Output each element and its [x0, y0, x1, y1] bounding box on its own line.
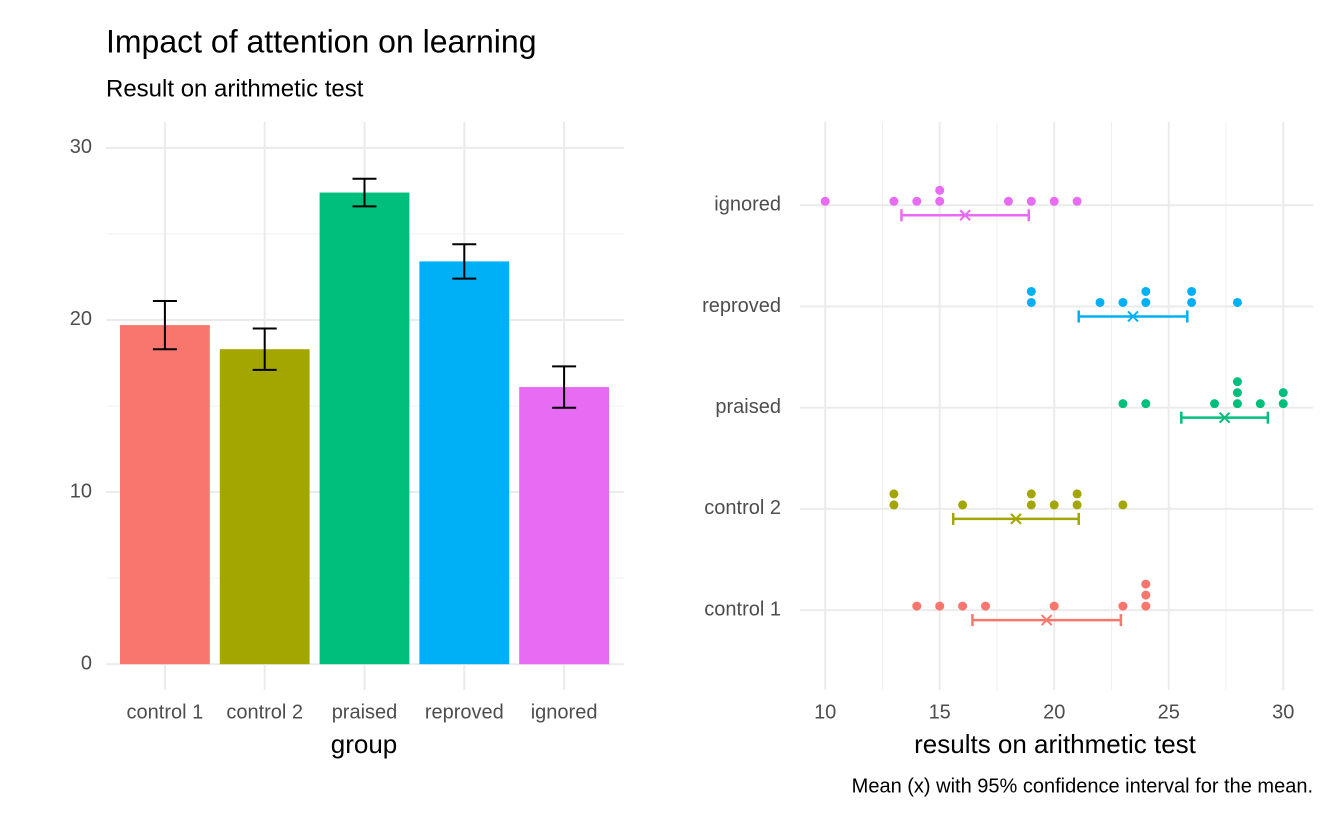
- mean-marker: [959, 209, 971, 221]
- data-point: [1232, 388, 1242, 398]
- data-point: [1118, 500, 1128, 510]
- data-point: [1026, 196, 1036, 206]
- caption: Mean (x) with 95% confidence interval fo…: [852, 775, 1313, 797]
- data-point: [958, 500, 968, 510]
- bar: [119, 325, 210, 665]
- data-point: [889, 489, 899, 499]
- data-point: [1072, 489, 1082, 499]
- x-tick-label: 20: [1043, 701, 1065, 723]
- error-bar: [152, 300, 177, 351]
- data-point: [1232, 297, 1242, 307]
- y-tick-label: 20: [70, 308, 92, 330]
- data-point: [889, 500, 899, 510]
- data-point: [1278, 388, 1288, 398]
- data-point: [1003, 196, 1013, 206]
- data-point: [1026, 297, 1036, 307]
- error-bar: [552, 365, 577, 409]
- bar: [319, 192, 410, 665]
- mean-marker: [1127, 310, 1139, 323]
- y-tick-label: reproved: [702, 295, 781, 317]
- data-point: [1210, 399, 1220, 409]
- data-point: [1095, 297, 1105, 307]
- x-tick-label: ignored: [531, 701, 598, 723]
- data-point: [1141, 399, 1151, 409]
- x-tick-label: 25: [1158, 701, 1180, 723]
- x-tick-label: control 2: [226, 701, 303, 723]
- x-tick-label: praised: [332, 701, 398, 723]
- data-point: [935, 601, 945, 611]
- data-point: [1118, 297, 1128, 307]
- error-bar: [352, 177, 377, 208]
- chart-subtitle: Result on arithmetic test: [106, 75, 364, 102]
- data-point: [1118, 399, 1128, 409]
- mean-marker: [1218, 411, 1231, 424]
- data-point: [820, 196, 830, 206]
- y-tick-label: 10: [70, 480, 92, 502]
- data-point: [1026, 489, 1036, 499]
- data-point: [1278, 399, 1288, 409]
- data-point: [1187, 297, 1197, 307]
- data-point: [889, 196, 899, 206]
- y-tick-label: praised: [715, 396, 781, 418]
- chart-title: Impact of attention on learning: [106, 23, 537, 59]
- bar: [419, 261, 510, 665]
- mean-marker: [1040, 614, 1053, 626]
- data-point: [1049, 500, 1059, 510]
- mean-marker: [1010, 513, 1022, 525]
- x-tick-label: reproved: [425, 701, 504, 723]
- x-tick-label: 10: [814, 701, 836, 723]
- data-point: [1118, 601, 1128, 611]
- error-bar: [252, 327, 277, 371]
- data-point: [935, 196, 945, 206]
- data-point: [1026, 286, 1036, 296]
- data-point: [981, 601, 991, 611]
- error-bar: [452, 243, 477, 280]
- y-tick-label: ignored: [714, 194, 781, 216]
- data-point: [958, 601, 968, 611]
- data-point: [1072, 196, 1082, 206]
- x-tick-label: 15: [929, 701, 951, 723]
- data-point: [912, 601, 922, 611]
- data-point: [935, 185, 945, 195]
- data-point: [1026, 500, 1036, 510]
- x-axis-title: group: [331, 729, 398, 759]
- x-tick-label: control 1: [127, 701, 204, 723]
- y-tick-label: control 1: [704, 598, 781, 620]
- data-point: [1141, 297, 1151, 307]
- x-tick-label: 30: [1272, 701, 1294, 723]
- data-point: [1049, 196, 1059, 206]
- data-point: [1141, 590, 1151, 600]
- data-point: [1072, 500, 1082, 510]
- data-point: [1141, 286, 1151, 296]
- y-tick-label: control 2: [704, 497, 781, 519]
- data-point: [1141, 601, 1151, 611]
- data-point: [1049, 601, 1059, 611]
- bar: [219, 349, 310, 665]
- x-axis-title: results on arithmetic test: [914, 729, 1197, 759]
- y-tick-label: 30: [70, 136, 92, 158]
- data-point: [1255, 399, 1265, 409]
- data-point: [1141, 579, 1151, 589]
- data-point: [1232, 399, 1242, 409]
- data-point: [912, 196, 922, 206]
- bar: [519, 387, 610, 665]
- data-point: [1187, 286, 1197, 296]
- data-point: [1232, 377, 1242, 387]
- y-tick-label: 0: [81, 652, 92, 674]
